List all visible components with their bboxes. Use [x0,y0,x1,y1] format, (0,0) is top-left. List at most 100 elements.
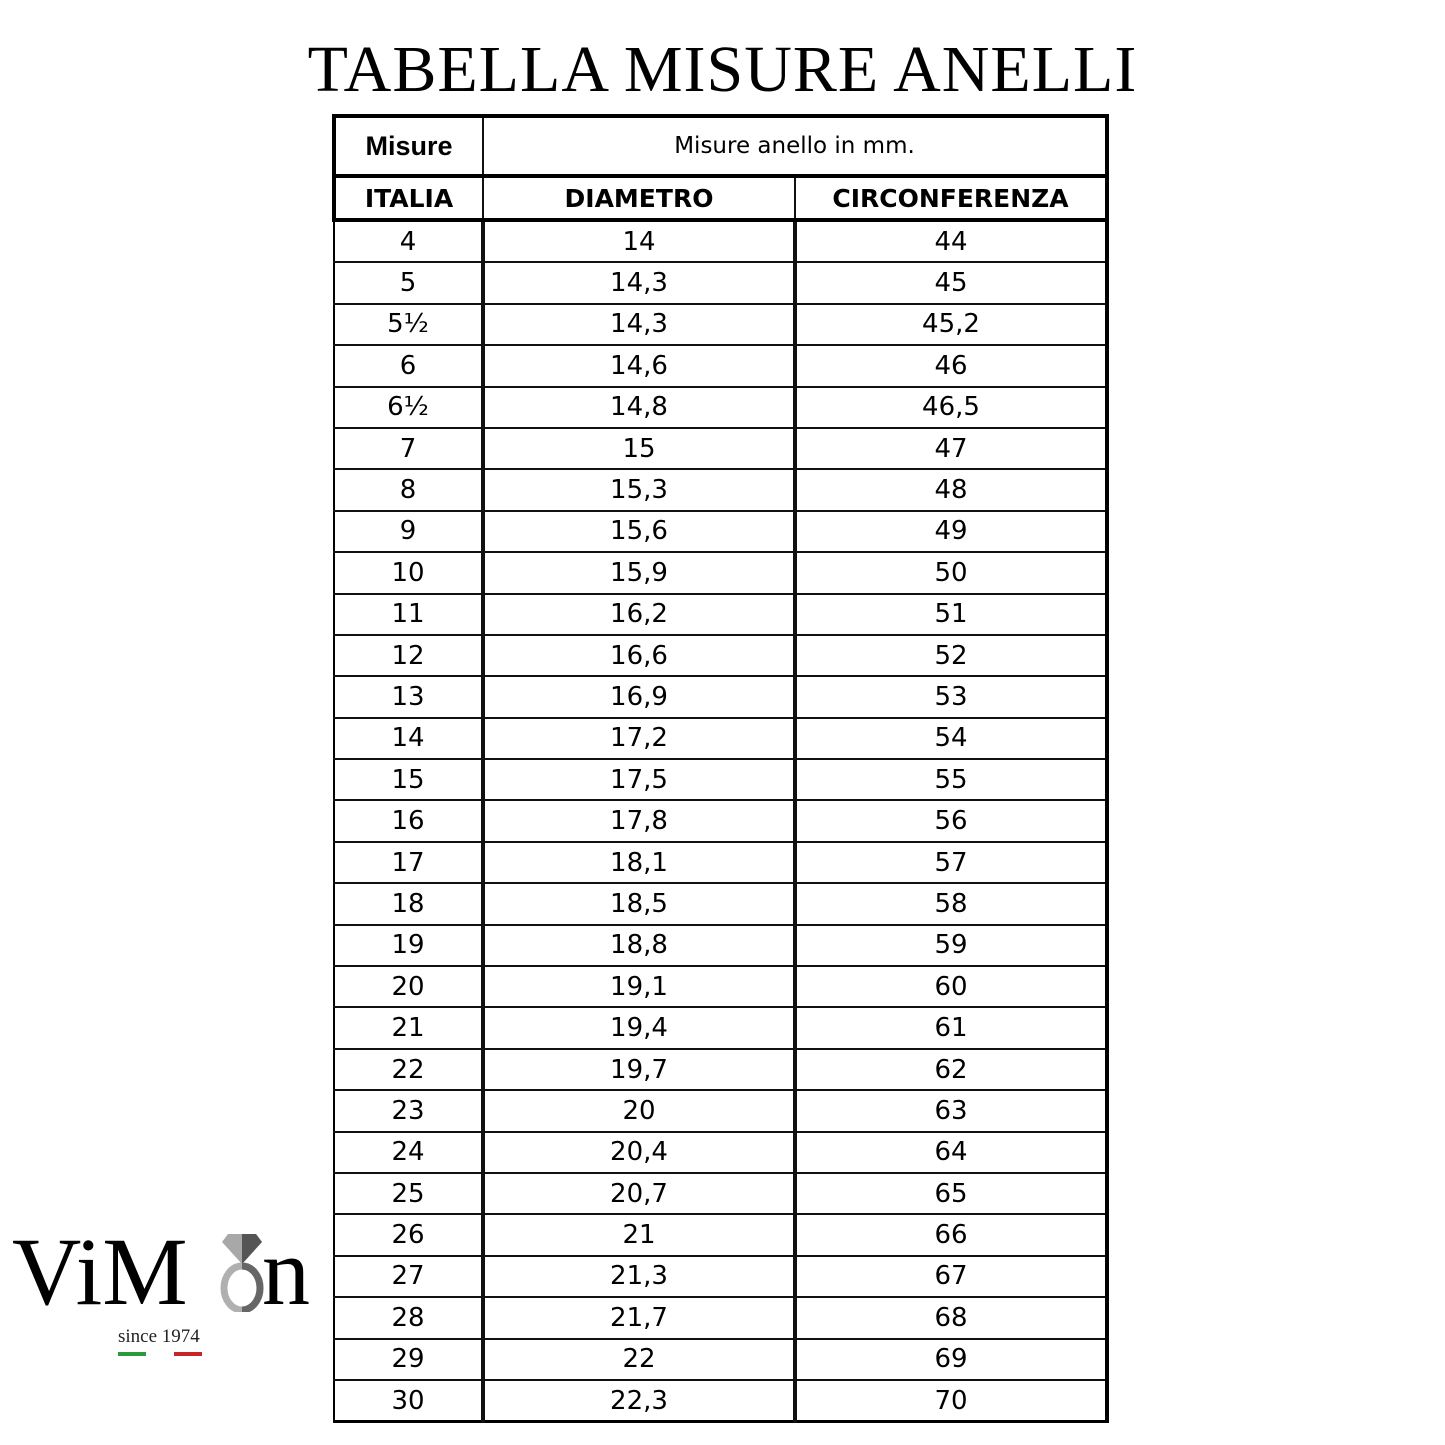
table-row: 10 15,9 50 [333,551,1109,595]
circumference-cell: 44 [793,218,1109,264]
header-diametro: DIAMETRO [482,174,796,222]
diameter-cell: 15,3 [481,468,796,512]
circumference-cell: 45,2 [793,302,1109,347]
circumference-cell: 59 [793,923,1109,968]
circumference-cell: 56 [793,799,1109,843]
logo-text-right: n [262,1218,310,1325]
diameter-cell: 16,2 [481,592,796,636]
italia-size-cell: 9 [333,509,484,554]
circumference-cell: 60 [793,965,1109,1009]
diameter-cell: 14,3 [481,302,796,347]
diameter-cell: 20 [481,1089,796,1133]
header-misure: Misure [332,114,484,177]
italia-size-cell: 19 [333,923,484,968]
header-row-1: Misure Misure anello in mm. [332,114,1109,177]
vimon-logo: ViM n [12,1222,322,1362]
italia-size-cell: 6 [333,344,484,388]
table-row: 30 22,3 70 [333,1378,1109,1424]
circumference-cell: 47 [793,426,1109,471]
italia-size-cell: 21 [333,1006,484,1050]
diameter-cell: 21,3 [481,1254,796,1299]
table-row: 20 19,1 60 [333,965,1109,1009]
italia-size-cell: 27 [333,1254,484,1299]
italia-size-cell: 5 [333,261,484,305]
table-row: 15 17,5 55 [333,758,1109,802]
table-row: 19 18,8 59 [333,923,1109,968]
italia-size-cell: 6½ [333,385,484,429]
circumference-cell: 57 [793,840,1109,885]
italia-size-cell: 4 [333,218,484,264]
circumference-cell: 66 [793,1213,1109,1257]
circumference-cell: 49 [793,509,1109,554]
italia-size-cell: 16 [333,799,484,843]
table-row: 12 16,6 52 [333,633,1109,678]
table-row: 18 18,5 58 [333,882,1109,926]
table-row: 7 15 47 [333,426,1109,471]
diameter-cell: 16,6 [481,633,796,678]
circumference-cell: 61 [793,1006,1109,1050]
since-text: since 1974 [118,1326,200,1347]
table-row: 27 21,3 67 [333,1254,1109,1299]
italia-size-cell: 12 [333,633,484,678]
circumference-cell: 67 [793,1254,1109,1299]
circumference-cell: 62 [793,1047,1109,1092]
table-row: 29 22 69 [333,1337,1109,1381]
italia-size-cell: 7 [333,426,484,471]
diameter-cell: 22 [481,1337,796,1381]
diameter-cell: 15 [481,426,796,471]
diameter-cell: 19,1 [481,965,796,1009]
header-measurements-mm: Misure anello in mm. [482,114,1109,177]
circumference-cell: 58 [793,882,1109,926]
table-row: 17 18,1 57 [333,840,1109,885]
ring-size-table: Misure Misure anello in mm. ITALIA DIAME… [332,114,1109,1424]
table-row: 5 14,3 45 [333,261,1109,305]
italia-size-cell: 13 [333,675,484,719]
header-italia: ITALIA [332,174,484,222]
circumference-cell: 48 [793,468,1109,512]
circumference-cell: 55 [793,758,1109,802]
italia-size-cell: 10 [333,551,484,595]
diameter-cell: 19,7 [481,1047,796,1092]
table-row: 4 14 44 [333,218,1109,264]
table-row: 13 16,9 53 [333,675,1109,719]
page-title: TABELLA MISURE ANELLI [307,33,1138,106]
italia-size-cell: 30 [333,1378,484,1424]
italia-size-cell: 11 [333,592,484,636]
table-row: 26 21 66 [333,1213,1109,1257]
diameter-cell: 20,7 [481,1171,796,1216]
italia-size-cell: 14 [333,716,484,761]
circumference-cell: 51 [793,592,1109,636]
table-row: 28 21,7 68 [333,1296,1109,1340]
diameter-cell: 14,3 [481,261,796,305]
circumference-cell: 65 [793,1171,1109,1216]
italia-size-cell: 28 [333,1296,484,1340]
diameter-cell: 17,2 [481,716,796,761]
diameter-cell: 21,7 [481,1296,796,1340]
table-row: 23 20 63 [333,1089,1109,1133]
circumference-cell: 68 [793,1296,1109,1340]
italia-size-cell: 5½ [333,302,484,347]
diameter-cell: 15,9 [481,551,796,595]
table-row: 21 19,4 61 [333,1006,1109,1050]
flag-green-bar [118,1352,146,1356]
header-circonferenza: CIRCONFERENZA [794,174,1109,222]
circumference-cell: 45 [793,261,1109,305]
table-row: 6 14,6 46 [333,344,1109,388]
circumference-cell: 64 [793,1130,1109,1174]
diameter-cell: 18,1 [481,840,796,885]
diameter-cell: 21 [481,1213,796,1257]
italia-size-cell: 26 [333,1213,484,1257]
circumference-cell: 52 [793,633,1109,678]
flag-red-bar [174,1352,202,1356]
ring-diamond-icon [220,1234,264,1312]
italia-size-cell: 23 [333,1089,484,1133]
circumference-cell: 69 [793,1337,1109,1381]
diameter-cell: 22,3 [481,1378,796,1424]
italia-size-cell: 25 [333,1171,484,1216]
diameter-cell: 19,4 [481,1006,796,1050]
italia-size-cell: 20 [333,965,484,1009]
diameter-cell: 18,8 [481,923,796,968]
circumference-cell: 54 [793,716,1109,761]
table-row: 5½ 14,3 45,2 [333,302,1109,347]
italia-size-cell: 24 [333,1130,484,1174]
